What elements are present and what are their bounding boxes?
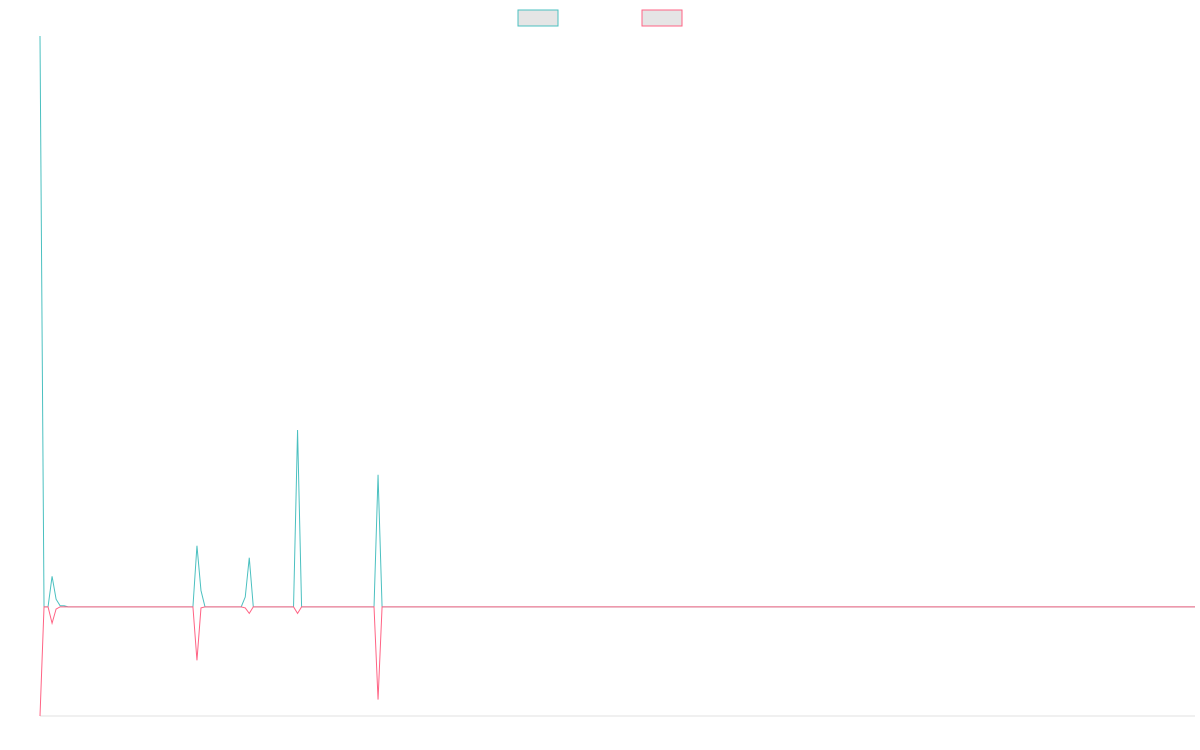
series-line-2 bbox=[39, 606, 1195, 717]
legend-swatch-2[interactable] bbox=[641, 9, 683, 27]
legend-swatch-1[interactable] bbox=[517, 9, 559, 27]
series-line-1 bbox=[39, 35, 1195, 608]
series-layer bbox=[39, 35, 1195, 717]
chart-legend[interactable] bbox=[517, 9, 683, 27]
